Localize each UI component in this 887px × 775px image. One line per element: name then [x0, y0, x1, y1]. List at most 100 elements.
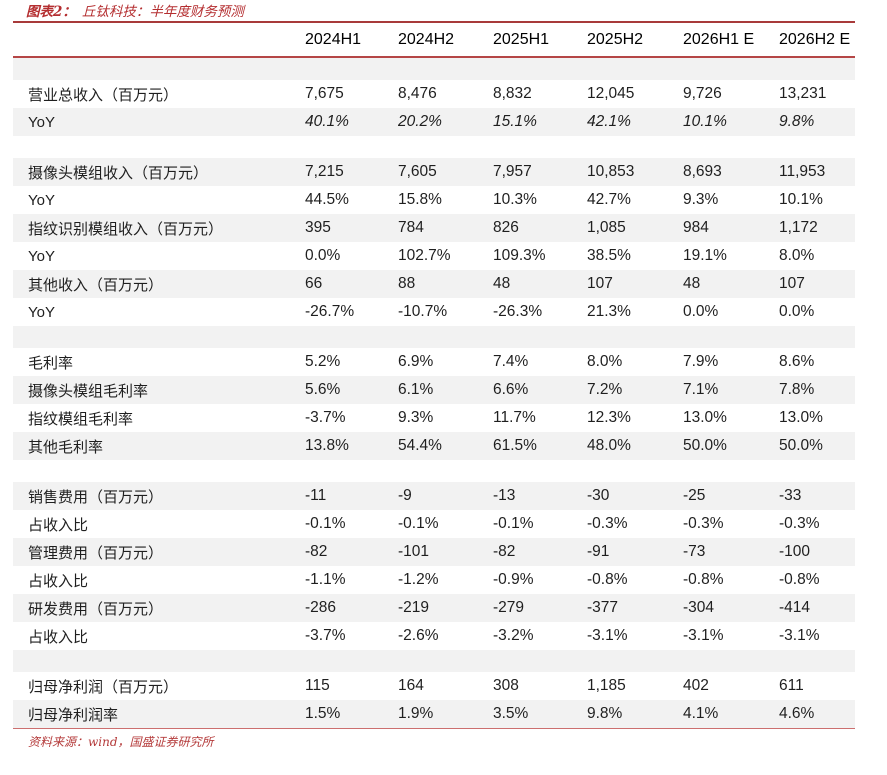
- table-row: YoY 40.1% 20.2% 15.1% 42.1% 10.1% 9.8%: [13, 108, 855, 136]
- cell-value: -1.2%: [398, 571, 439, 588]
- cell-value: -3.7%: [305, 627, 346, 644]
- cell-value: 102.7%: [398, 247, 451, 264]
- cell-value: 0.0%: [305, 247, 341, 264]
- cell-value: -82: [493, 543, 516, 560]
- cell-value: 48: [683, 275, 701, 292]
- cell-value: 50.0%: [683, 437, 727, 454]
- cell-value: 4.6%: [779, 705, 815, 722]
- cell-value: 1,172: [779, 219, 818, 236]
- row-label: 其他毛利率: [28, 438, 104, 456]
- column-header: 2025H2: [587, 30, 644, 48]
- source-label: 资料来源：: [28, 735, 89, 749]
- cell-value: -30: [587, 487, 610, 504]
- row-label: YoY: [28, 113, 55, 131]
- cell-value: -82: [305, 543, 328, 560]
- cell-value: -101: [398, 543, 430, 560]
- cell-value: -73: [683, 543, 706, 560]
- cell-value: -3.1%: [683, 627, 724, 644]
- table-row: YoY 44.5% 15.8% 10.3% 42.7% 9.3% 10.1%: [13, 186, 855, 214]
- cell-value: 12.3%: [587, 409, 631, 426]
- row-label: 归母净利润（百万元）: [28, 678, 179, 696]
- column-header: 2026H2 E: [779, 30, 851, 48]
- cell-value: -0.8%: [587, 571, 628, 588]
- cell-value: 8.0%: [779, 247, 815, 264]
- cell-value: 15.1%: [493, 113, 537, 130]
- cell-value: 5.2%: [305, 353, 341, 370]
- table-body: 营业总收入（百万元） 7,675 8,476 8,832 12,045 9,726 13,2…: [13, 58, 855, 728]
- cell-value: -0.3%: [587, 515, 628, 532]
- cell-value: -279: [493, 599, 525, 616]
- cell-value: -3.7%: [305, 409, 346, 426]
- cell-value: 9.3%: [683, 191, 719, 208]
- cell-value: -0.8%: [779, 571, 820, 588]
- cell-value: 9.8%: [587, 705, 623, 722]
- cell-value: -0.3%: [779, 515, 820, 532]
- row-label: YoY: [28, 303, 55, 321]
- cell-value: -91: [587, 543, 610, 560]
- row-label: 毛利率: [28, 354, 74, 372]
- cell-value: 10.1%: [779, 191, 823, 208]
- cell-value: 9.8%: [779, 113, 815, 130]
- cell-value: 13.8%: [305, 437, 349, 454]
- cell-value: 1.5%: [305, 705, 341, 722]
- cell-value: 19.1%: [683, 247, 727, 264]
- figure-number: 图表2：: [26, 4, 76, 20]
- cell-value: 20.2%: [398, 113, 442, 130]
- cell-value: -3.1%: [587, 627, 628, 644]
- cell-value: -2.6%: [398, 627, 439, 644]
- cell-value: -3.1%: [779, 627, 820, 644]
- cell-value: -219: [398, 599, 430, 616]
- cell-value: 784: [398, 219, 424, 236]
- cell-value: 611: [779, 677, 804, 694]
- cell-value: 40.1%: [305, 113, 349, 130]
- cell-value: 7.2%: [587, 381, 623, 398]
- table-top-rule: [13, 21, 855, 23]
- table-row: 摄像头模组毛利率 5.6% 6.1% 6.6% 7.2% 7.1% 7.8%: [13, 376, 855, 404]
- cell-value: 10.3%: [493, 191, 537, 208]
- column-header: 2026H1 E: [683, 30, 755, 48]
- table-row: 其他收入（百万元） 66 88 48 107 48 107: [13, 270, 855, 298]
- cell-value: 48: [493, 275, 511, 292]
- cell-value: 88: [398, 275, 416, 292]
- cell-value: 402: [683, 677, 709, 694]
- cell-value: -3.2%: [493, 627, 534, 644]
- row-label: 营业总收入（百万元）: [28, 86, 179, 104]
- cell-value: 9.3%: [398, 409, 434, 426]
- row-label: 指纹模组毛利率: [28, 410, 134, 428]
- cell-value: -0.9%: [493, 571, 534, 588]
- cell-value: 61.5%: [493, 437, 537, 454]
- cell-value: 54.4%: [398, 437, 442, 454]
- cell-value: 38.5%: [587, 247, 631, 264]
- table-row: 指纹模组毛利率 -3.7% 9.3% 11.7% 12.3% 13.0% 13.0%: [13, 404, 855, 432]
- row-label: 管理费用（百万元）: [28, 544, 164, 562]
- row-label: 研发费用（百万元）: [28, 600, 164, 618]
- cell-value: 12,045: [587, 85, 635, 102]
- cell-value: 66: [305, 275, 323, 292]
- cell-value: 6.1%: [398, 381, 434, 398]
- cell-value: 1,085: [587, 219, 626, 236]
- cell-value: 4.1%: [683, 705, 719, 722]
- spacer-row: [13, 326, 855, 348]
- table-row: 指纹识别模组收入（百万元） 395 784 826 1,085 984 1,172: [13, 214, 855, 242]
- figure-title-text: 丘钛科技：半年度财务预测: [81, 4, 244, 20]
- column-header: 2024H1: [305, 30, 362, 48]
- cell-value: -33: [779, 487, 802, 504]
- figure-title: 图表2： 丘钛科技：半年度财务预测: [26, 3, 887, 21]
- table-row: 归母净利润率 1.5% 1.9% 3.5% 9.8% 4.1% 4.6%: [13, 700, 855, 728]
- row-label: 占收入比: [28, 516, 89, 534]
- cell-value: -26.3%: [493, 303, 543, 320]
- cell-value: 6.6%: [493, 381, 529, 398]
- row-label: 占收入比: [28, 572, 89, 590]
- financial-forecast-table: 2024H1 2024H2 2025H1 2025H2 2026H1 E 202…: [13, 23, 855, 728]
- table-row: YoY 0.0% 102.7% 109.3% 38.5% 19.1% 8.0%: [13, 242, 855, 270]
- report-page: 图表2： 丘钛科技：半年度财务预测 2024H1 2024H2 2025H1 20…: [13, 3, 887, 749]
- cell-value: 8.6%: [779, 353, 815, 370]
- cell-value: 8,476: [398, 85, 437, 102]
- cell-value: 7,675: [305, 85, 344, 102]
- table-row: 其他毛利率 13.8% 54.4% 61.5% 48.0% 50.0% 50.0%: [13, 432, 855, 460]
- cell-value: -0.1%: [398, 515, 439, 532]
- cell-value: 21.3%: [587, 303, 631, 320]
- cell-value: 8,693: [683, 163, 722, 180]
- cell-value: -11: [305, 487, 327, 504]
- cell-value: -0.1%: [305, 515, 346, 532]
